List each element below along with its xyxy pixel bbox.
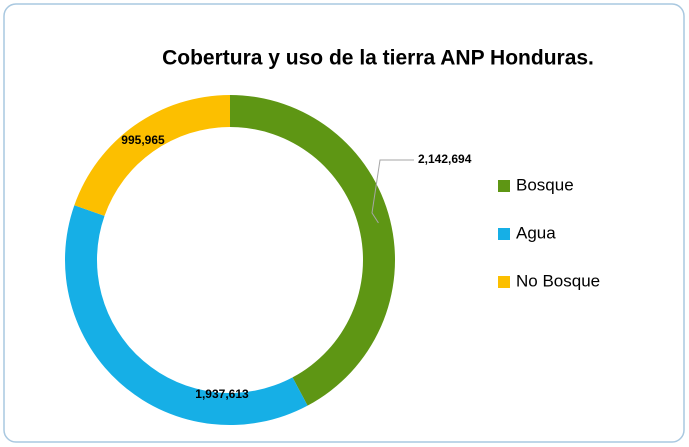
donut-segment (74, 94, 230, 216)
legend-label: Bosque (516, 175, 574, 194)
legend-swatch (498, 180, 510, 192)
data-label: 2,142,694 (418, 152, 472, 166)
chart-title: Cobertura y uso de la tierra ANP Hondura… (162, 47, 594, 70)
leader-line (371, 159, 414, 224)
donut-segment (230, 95, 395, 406)
donut-segment (64, 205, 308, 425)
legend-label: Agua (516, 223, 556, 242)
legend-label: No Bosque (516, 271, 600, 290)
legend-swatch (498, 228, 510, 240)
legend-swatch (498, 276, 510, 288)
data-label: 1,937,613 (195, 387, 249, 401)
data-label: 995,965 (121, 133, 165, 147)
